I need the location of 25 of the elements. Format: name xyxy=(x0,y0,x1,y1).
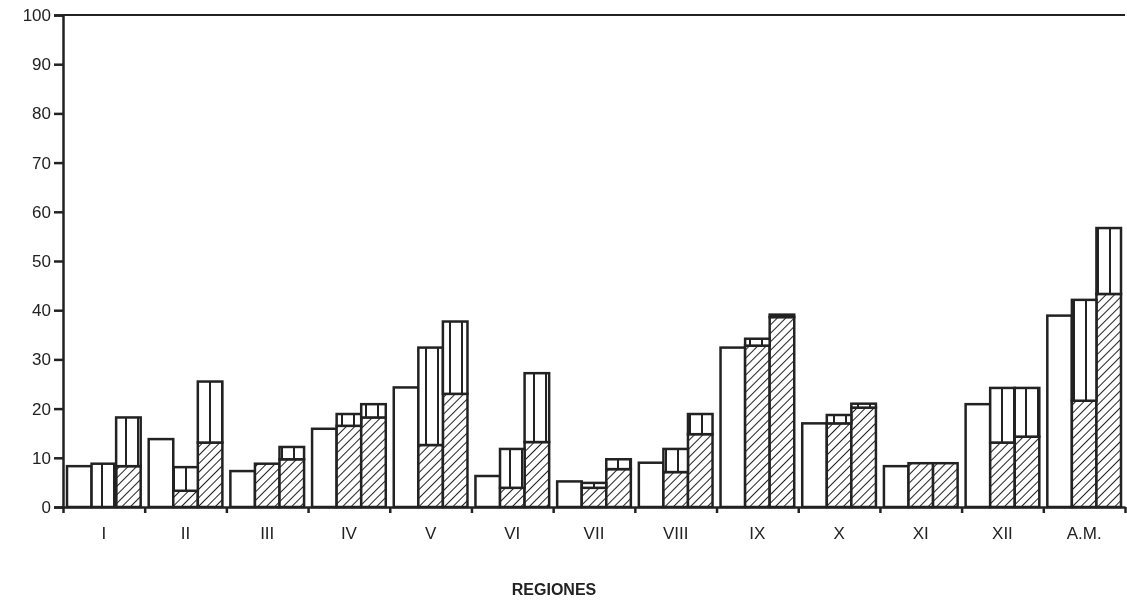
y-tick-label: 50 xyxy=(32,251,51,271)
x-tick-label: I xyxy=(101,524,107,543)
y-tick-label: 10 xyxy=(32,448,51,468)
y-tick-label: 20 xyxy=(32,399,51,419)
y-tick-label: 30 xyxy=(32,350,51,370)
x-tick-label: VIII xyxy=(662,524,689,543)
y-tick-label: 80 xyxy=(32,104,51,124)
x-tick-label: IX xyxy=(749,524,766,543)
x-tick-label: XI xyxy=(912,524,929,543)
x-tick-label: III xyxy=(260,524,275,543)
x-tick-label: X xyxy=(833,524,845,543)
x-axis-title: REGIONES xyxy=(511,581,597,598)
y-tick-label: 90 xyxy=(32,55,51,75)
x-tick-label: A.M. xyxy=(1066,524,1102,543)
x-tick-label: IV xyxy=(340,524,358,543)
y-tick-label: 70 xyxy=(32,153,51,173)
x-tick-label: V xyxy=(424,524,437,543)
x-tick-label: XII xyxy=(992,524,1013,543)
y-tick-label: 40 xyxy=(32,301,51,321)
y-tick-label: 60 xyxy=(32,202,51,222)
y-tick-label: 0 xyxy=(41,497,51,517)
x-tick-label: VII xyxy=(583,524,605,543)
x-tick-label: VI xyxy=(504,524,521,543)
x-tick-label: II xyxy=(180,524,191,543)
y-tick-label: 100 xyxy=(22,5,51,25)
